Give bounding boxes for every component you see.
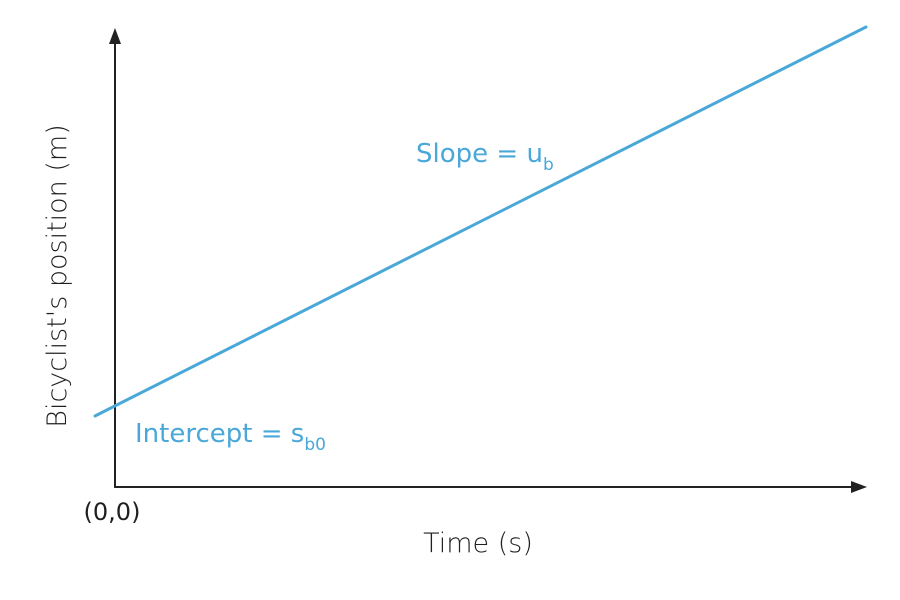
intercept-annotation-subscript: b0 <box>304 435 326 455</box>
y-axis-label: Bicyclist's position (m) <box>42 124 73 427</box>
origin-label: (0,0) <box>84 498 141 526</box>
intercept-annotation-text: Intercept = s <box>135 419 304 449</box>
series-line <box>93 25 868 418</box>
x-axis-label: Time (s) <box>423 528 533 559</box>
slope-annotation: Slope = ub <box>416 139 554 175</box>
y-axis-arrow-icon <box>109 28 121 44</box>
intercept-annotation: Intercept = sb0 <box>135 419 326 455</box>
slope-annotation-text: Slope = u <box>416 139 543 169</box>
slope-annotation-subscript: b <box>543 155 554 175</box>
x-axis-arrow-icon <box>851 481 867 493</box>
